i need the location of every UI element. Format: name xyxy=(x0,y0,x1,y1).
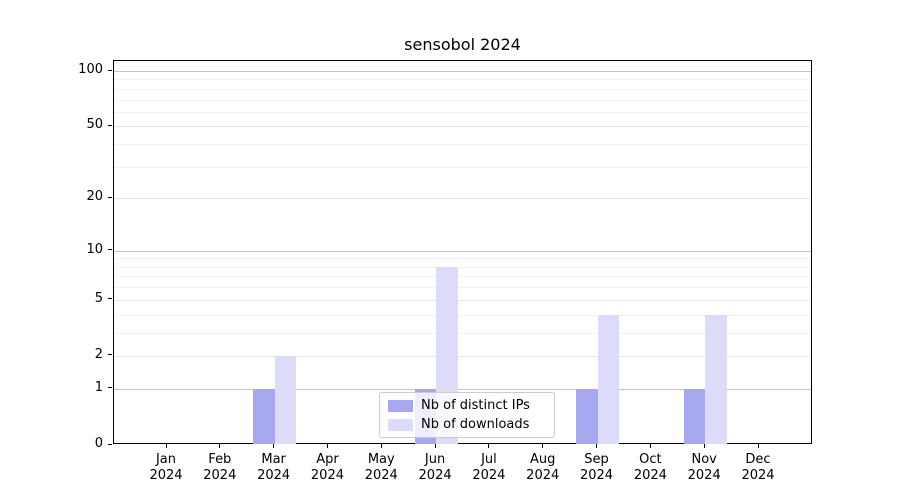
gridline xyxy=(114,71,811,72)
x-tick-mark xyxy=(757,444,759,448)
x-axis-tick-label: Feb 2024 xyxy=(203,452,237,483)
legend-swatch-downloads-icon xyxy=(388,418,413,431)
gridline xyxy=(114,355,811,357)
y-axis-tick-label: 1 xyxy=(94,379,103,395)
gridline xyxy=(114,198,811,200)
plot-area: Nb of distinct IPs Nb of downloads xyxy=(113,60,812,444)
y-axis-tick-label: 100 xyxy=(78,62,103,77)
x-axis-tick-label: Jun 2024 xyxy=(418,452,452,483)
gridline xyxy=(114,258,811,260)
chart-title: sensobol 2024 xyxy=(404,35,521,54)
x-axis-tick-label: Sep 2024 xyxy=(579,452,614,483)
bar-nov-downloads xyxy=(705,314,727,444)
y-axis-tick-label: 20 xyxy=(86,189,103,205)
gridline xyxy=(114,144,811,146)
y-axis-tick-label: 5 xyxy=(94,290,103,306)
x-tick-mark xyxy=(165,444,167,448)
x-axis-tick-label: Apr 2024 xyxy=(310,452,344,483)
bar-sep-distinct-ips xyxy=(576,388,598,444)
x-tick-mark xyxy=(219,444,221,448)
y-tick-mark xyxy=(108,443,112,445)
y-tick-mark xyxy=(108,298,112,300)
x-tick-mark xyxy=(273,444,275,448)
gridline xyxy=(114,166,811,168)
y-tick-mark xyxy=(108,196,112,198)
x-tick-mark xyxy=(649,444,651,448)
legend-label-downloads: Nb of downloads xyxy=(421,417,530,432)
y-axis-tick-label: 2 xyxy=(94,346,103,362)
gridline xyxy=(114,79,811,81)
y-tick-mark xyxy=(108,387,112,389)
gridline xyxy=(114,287,811,289)
x-tick-mark xyxy=(542,444,544,448)
gridline xyxy=(114,88,811,90)
y-axis-tick-label: 10 xyxy=(86,241,103,257)
x-axis-tick-label: Nov 2024 xyxy=(687,452,721,483)
gridline xyxy=(114,332,811,334)
x-tick-mark xyxy=(596,444,598,448)
y-tick-mark xyxy=(108,69,112,71)
x-axis-tick-label: May 2024 xyxy=(364,452,398,483)
y-tick-mark xyxy=(108,354,112,356)
y-axis-tick-label: 50 xyxy=(86,117,103,133)
x-axis-tick-label: Dec 2024 xyxy=(741,452,775,483)
x-axis-tick-label: Oct 2024 xyxy=(633,452,667,483)
legend-swatch-distinct-ips-icon xyxy=(388,399,413,412)
gridline xyxy=(114,266,811,268)
gridline xyxy=(114,111,811,113)
y-axis-tick-label: 0 xyxy=(94,436,103,451)
x-axis-tick-label: Jul 2024 xyxy=(472,452,506,483)
legend-item-distinct-ips: Nb of distinct IPs xyxy=(388,398,546,413)
gridline xyxy=(114,314,811,316)
x-tick-mark xyxy=(488,444,490,448)
bar-mar-distinct-ips xyxy=(253,388,275,444)
gridline xyxy=(114,388,811,390)
bar-mar-downloads xyxy=(274,355,297,444)
x-axis-tick-label: Jan 2024 xyxy=(149,452,183,483)
bar-nov-distinct-ips xyxy=(683,388,706,444)
legend-item-downloads: Nb of downloads xyxy=(388,417,546,432)
x-tick-mark xyxy=(380,444,382,448)
bar-sep-downloads xyxy=(597,314,620,444)
legend-label-distinct-ips: Nb of distinct IPs xyxy=(421,398,530,413)
gridline xyxy=(114,276,811,278)
x-tick-mark xyxy=(434,444,436,448)
gridline xyxy=(114,126,811,128)
x-axis-tick-label: Mar 2024 xyxy=(257,452,291,483)
x-axis-tick-label: Aug 2024 xyxy=(526,452,560,483)
y-tick-mark xyxy=(108,249,112,251)
legend: Nb of distinct IPs Nb of downloads xyxy=(379,392,555,438)
y-tick-mark xyxy=(108,124,112,126)
x-tick-mark xyxy=(703,444,705,448)
gridline xyxy=(114,250,811,252)
gridline xyxy=(114,99,811,101)
x-tick-mark xyxy=(326,444,328,448)
gridline xyxy=(114,299,811,301)
